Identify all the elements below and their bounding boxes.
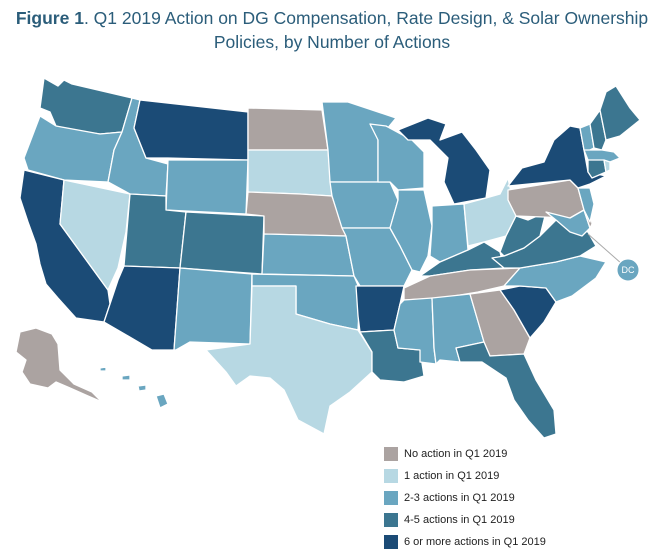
- state-IL[interactable]: [389, 189, 433, 273]
- state-ME[interactable]: [599, 85, 641, 141]
- state-AZ[interactable]: [103, 265, 181, 351]
- legend-label: No action in Q1 2019: [404, 448, 508, 460]
- state-MT[interactable]: [133, 99, 249, 161]
- state-HI-island-4: [99, 366, 107, 372]
- legend-swatch: [384, 491, 398, 505]
- state-CO[interactable]: [179, 211, 265, 275]
- state-HI[interactable]: [155, 393, 169, 409]
- state-KS[interactable]: [261, 233, 355, 277]
- state-MI[interactable]: [397, 117, 491, 205]
- legend-item: No action in Q1 2019: [384, 443, 664, 465]
- legend-label: 4-5 actions in Q1 2019: [404, 514, 515, 526]
- legend-swatch: [384, 513, 398, 527]
- dc-callout-line: [587, 233, 623, 265]
- state-NM[interactable]: [173, 267, 253, 351]
- figure-label: Figure 1: [15, 8, 84, 28]
- state-FL[interactable]: [455, 341, 557, 439]
- figure-title: Figure 1. Q1 2019 Action on DG Compensat…: [0, 6, 664, 54]
- state-HI-island-2: [137, 384, 147, 392]
- map-legend: No action in Q1 2019 1 action in Q1 2019…: [384, 443, 664, 553]
- dc-marker[interactable]: [616, 258, 640, 282]
- legend-label: 1 action in Q1 2019: [404, 470, 500, 482]
- legend-item: 1 action in Q1 2019: [384, 465, 664, 487]
- dc-label: DC: [622, 265, 635, 275]
- state-NJ[interactable]: [577, 187, 595, 223]
- title-line-1: Figure 1. Q1 2019 Action on DG Compensat…: [0, 6, 664, 30]
- legend-swatch: [384, 535, 398, 549]
- legend-item: 4-5 actions in Q1 2019: [384, 509, 664, 531]
- state-RI[interactable]: [603, 159, 611, 173]
- state-ND[interactable]: [247, 107, 329, 151]
- state-TX[interactable]: [205, 285, 373, 435]
- state-IA[interactable]: [329, 181, 399, 229]
- title-line-2: Policies, by Number of Actions: [213, 32, 451, 52]
- state-CT[interactable]: [587, 159, 607, 179]
- legend-item: 2-3 actions in Q1 2019: [384, 487, 664, 509]
- legend-label: 2-3 actions in Q1 2019: [404, 492, 515, 504]
- legend-swatch: [384, 469, 398, 483]
- legend-label: 6 or more actions in Q1 2019: [404, 536, 546, 548]
- state-AK[interactable]: [15, 327, 103, 403]
- title-text: . Q1 2019 Action on DG Compensation, Rat…: [83, 8, 649, 28]
- state-WY[interactable]: [165, 159, 249, 215]
- state-MD[interactable]: [545, 209, 591, 237]
- state-MS[interactable]: [393, 297, 437, 365]
- legend-swatch: [384, 447, 398, 461]
- state-SD[interactable]: [247, 149, 333, 197]
- state-HI-island-3: [121, 374, 131, 381]
- legend-item: 6 or more actions in Q1 2019: [384, 531, 664, 553]
